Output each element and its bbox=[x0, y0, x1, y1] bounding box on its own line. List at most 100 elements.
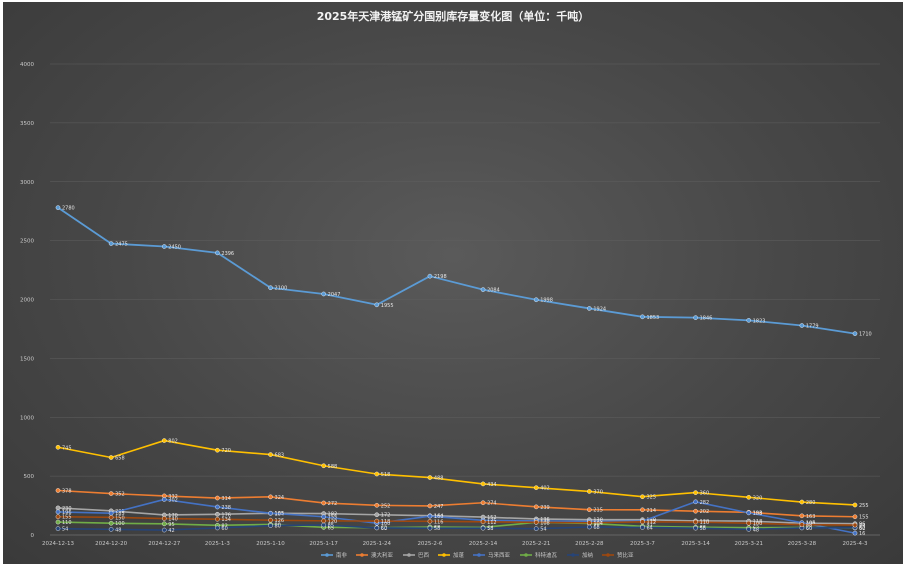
y-axis-ticks: 0 500 1000 1500 2000 2500 3000 3500 4000 bbox=[20, 62, 35, 539]
data-label: 62 bbox=[859, 526, 865, 532]
data-label: 150 bbox=[115, 515, 125, 521]
data-label: 60 bbox=[859, 526, 865, 532]
data-label: 352 bbox=[115, 492, 125, 498]
y-tick-label: 2500 bbox=[20, 239, 34, 245]
data-point bbox=[108, 515, 114, 520]
data-point bbox=[268, 285, 273, 291]
legend-label: 马来西亚 bbox=[488, 551, 511, 559]
data-label: 60 bbox=[221, 526, 227, 532]
data-point bbox=[746, 495, 752, 500]
data-point bbox=[746, 318, 752, 323]
series-3: 745 658 802 720 683 588 518 488 434 402 370 325 360 3… bbox=[55, 438, 869, 509]
data-label: 84 bbox=[859, 523, 865, 529]
data-point bbox=[374, 302, 380, 308]
series-line bbox=[57, 498, 856, 534]
data-point bbox=[55, 505, 61, 511]
data-label: 239 bbox=[540, 505, 550, 511]
legend-item: 巴西 bbox=[403, 552, 430, 559]
data-point bbox=[161, 521, 167, 527]
legend-item: 南非 bbox=[321, 551, 348, 559]
data-point bbox=[693, 508, 698, 514]
data-label: 100 bbox=[381, 521, 391, 527]
series-line bbox=[57, 489, 856, 518]
data-label: 314 bbox=[221, 496, 231, 502]
chart-panel: 2025年天津港锰矿分国别库存量变化图（单位：千吨） 0 500 1000 1500 2… bbox=[3, 2, 903, 564]
data-point bbox=[693, 525, 698, 531]
x-tick-label: 2024-12-27 bbox=[148, 541, 180, 547]
data-point bbox=[374, 471, 380, 477]
data-label: 378 bbox=[62, 488, 72, 494]
data-point bbox=[108, 527, 114, 532]
data-label: 280 bbox=[806, 500, 816, 506]
data-label: 1779 bbox=[806, 324, 819, 330]
data-label: 272 bbox=[328, 501, 338, 507]
data-point bbox=[587, 306, 592, 311]
x-tick-label: 2024-12-13 bbox=[42, 541, 74, 547]
data-label: 98 bbox=[593, 521, 599, 527]
data-point bbox=[108, 491, 114, 496]
x-tick-label: 2025-2-6 bbox=[417, 541, 442, 547]
legend-label: 加蓬 bbox=[453, 551, 465, 559]
line-chart: 2025年天津港锰矿分国别库存量变化图（单位：千吨） 0 500 1000 1500 2… bbox=[20, 9, 880, 559]
data-label: 54 bbox=[540, 527, 546, 533]
data-point bbox=[161, 244, 167, 249]
legend-item: 加蓬 bbox=[438, 551, 465, 559]
data-label: 247 bbox=[434, 504, 444, 510]
data-label: 2084 bbox=[487, 288, 500, 294]
data-point bbox=[374, 512, 380, 518]
data-label: 112 bbox=[487, 520, 497, 526]
data-label: 518 bbox=[381, 472, 391, 478]
data-point bbox=[427, 503, 433, 509]
data-point bbox=[215, 516, 220, 522]
data-point bbox=[746, 510, 752, 516]
data-point bbox=[321, 522, 326, 528]
data-label: 2475 bbox=[115, 242, 128, 248]
data-label: 60 bbox=[381, 526, 387, 532]
legend-swatch-marker bbox=[571, 553, 575, 557]
data-label: 683 bbox=[275, 453, 285, 459]
data-point bbox=[799, 323, 805, 328]
data-point bbox=[321, 500, 326, 506]
data-label: 185 bbox=[115, 511, 125, 517]
data-point bbox=[746, 520, 752, 526]
data-label: 434 bbox=[487, 482, 497, 488]
y-tick-label: 1500 bbox=[20, 356, 34, 362]
data-point bbox=[55, 519, 61, 525]
data-point bbox=[480, 525, 486, 531]
data-label: 65 bbox=[328, 525, 334, 531]
data-point bbox=[108, 510, 114, 516]
data-label: 48 bbox=[115, 527, 121, 533]
x-tick-label: 2025-1-10 bbox=[256, 541, 285, 547]
data-point bbox=[693, 499, 698, 505]
x-tick-label: 2025-1-3 bbox=[205, 541, 230, 547]
legend-label: 巴西 bbox=[418, 552, 430, 559]
legend-item: 科特迪瓦 bbox=[520, 551, 558, 559]
x-tick-label: 2025-2-21 bbox=[522, 541, 550, 547]
grid bbox=[50, 63, 880, 536]
data-point bbox=[55, 444, 61, 450]
data-label: 215 bbox=[593, 508, 603, 514]
data-point bbox=[374, 525, 380, 531]
data-point bbox=[161, 497, 167, 502]
data-label: 214 bbox=[646, 508, 656, 514]
data-point bbox=[480, 500, 486, 506]
data-point bbox=[799, 513, 805, 519]
data-point bbox=[108, 241, 114, 246]
data-label: 54 bbox=[62, 527, 68, 533]
data-point bbox=[693, 315, 698, 320]
series-line bbox=[57, 206, 856, 335]
data-point bbox=[587, 520, 592, 526]
data-point bbox=[374, 518, 380, 524]
data-label: 1710 bbox=[859, 332, 872, 338]
data-point bbox=[268, 494, 273, 500]
data-label: 274 bbox=[487, 501, 497, 507]
data-label: 588 bbox=[328, 464, 338, 470]
data-point bbox=[268, 517, 273, 523]
data-label: 64 bbox=[646, 525, 652, 531]
data-point bbox=[852, 530, 858, 536]
data-point bbox=[640, 507, 645, 513]
data-point bbox=[852, 331, 858, 336]
data-point bbox=[799, 522, 805, 527]
data-label: 163 bbox=[806, 514, 816, 520]
data-point bbox=[427, 513, 433, 519]
